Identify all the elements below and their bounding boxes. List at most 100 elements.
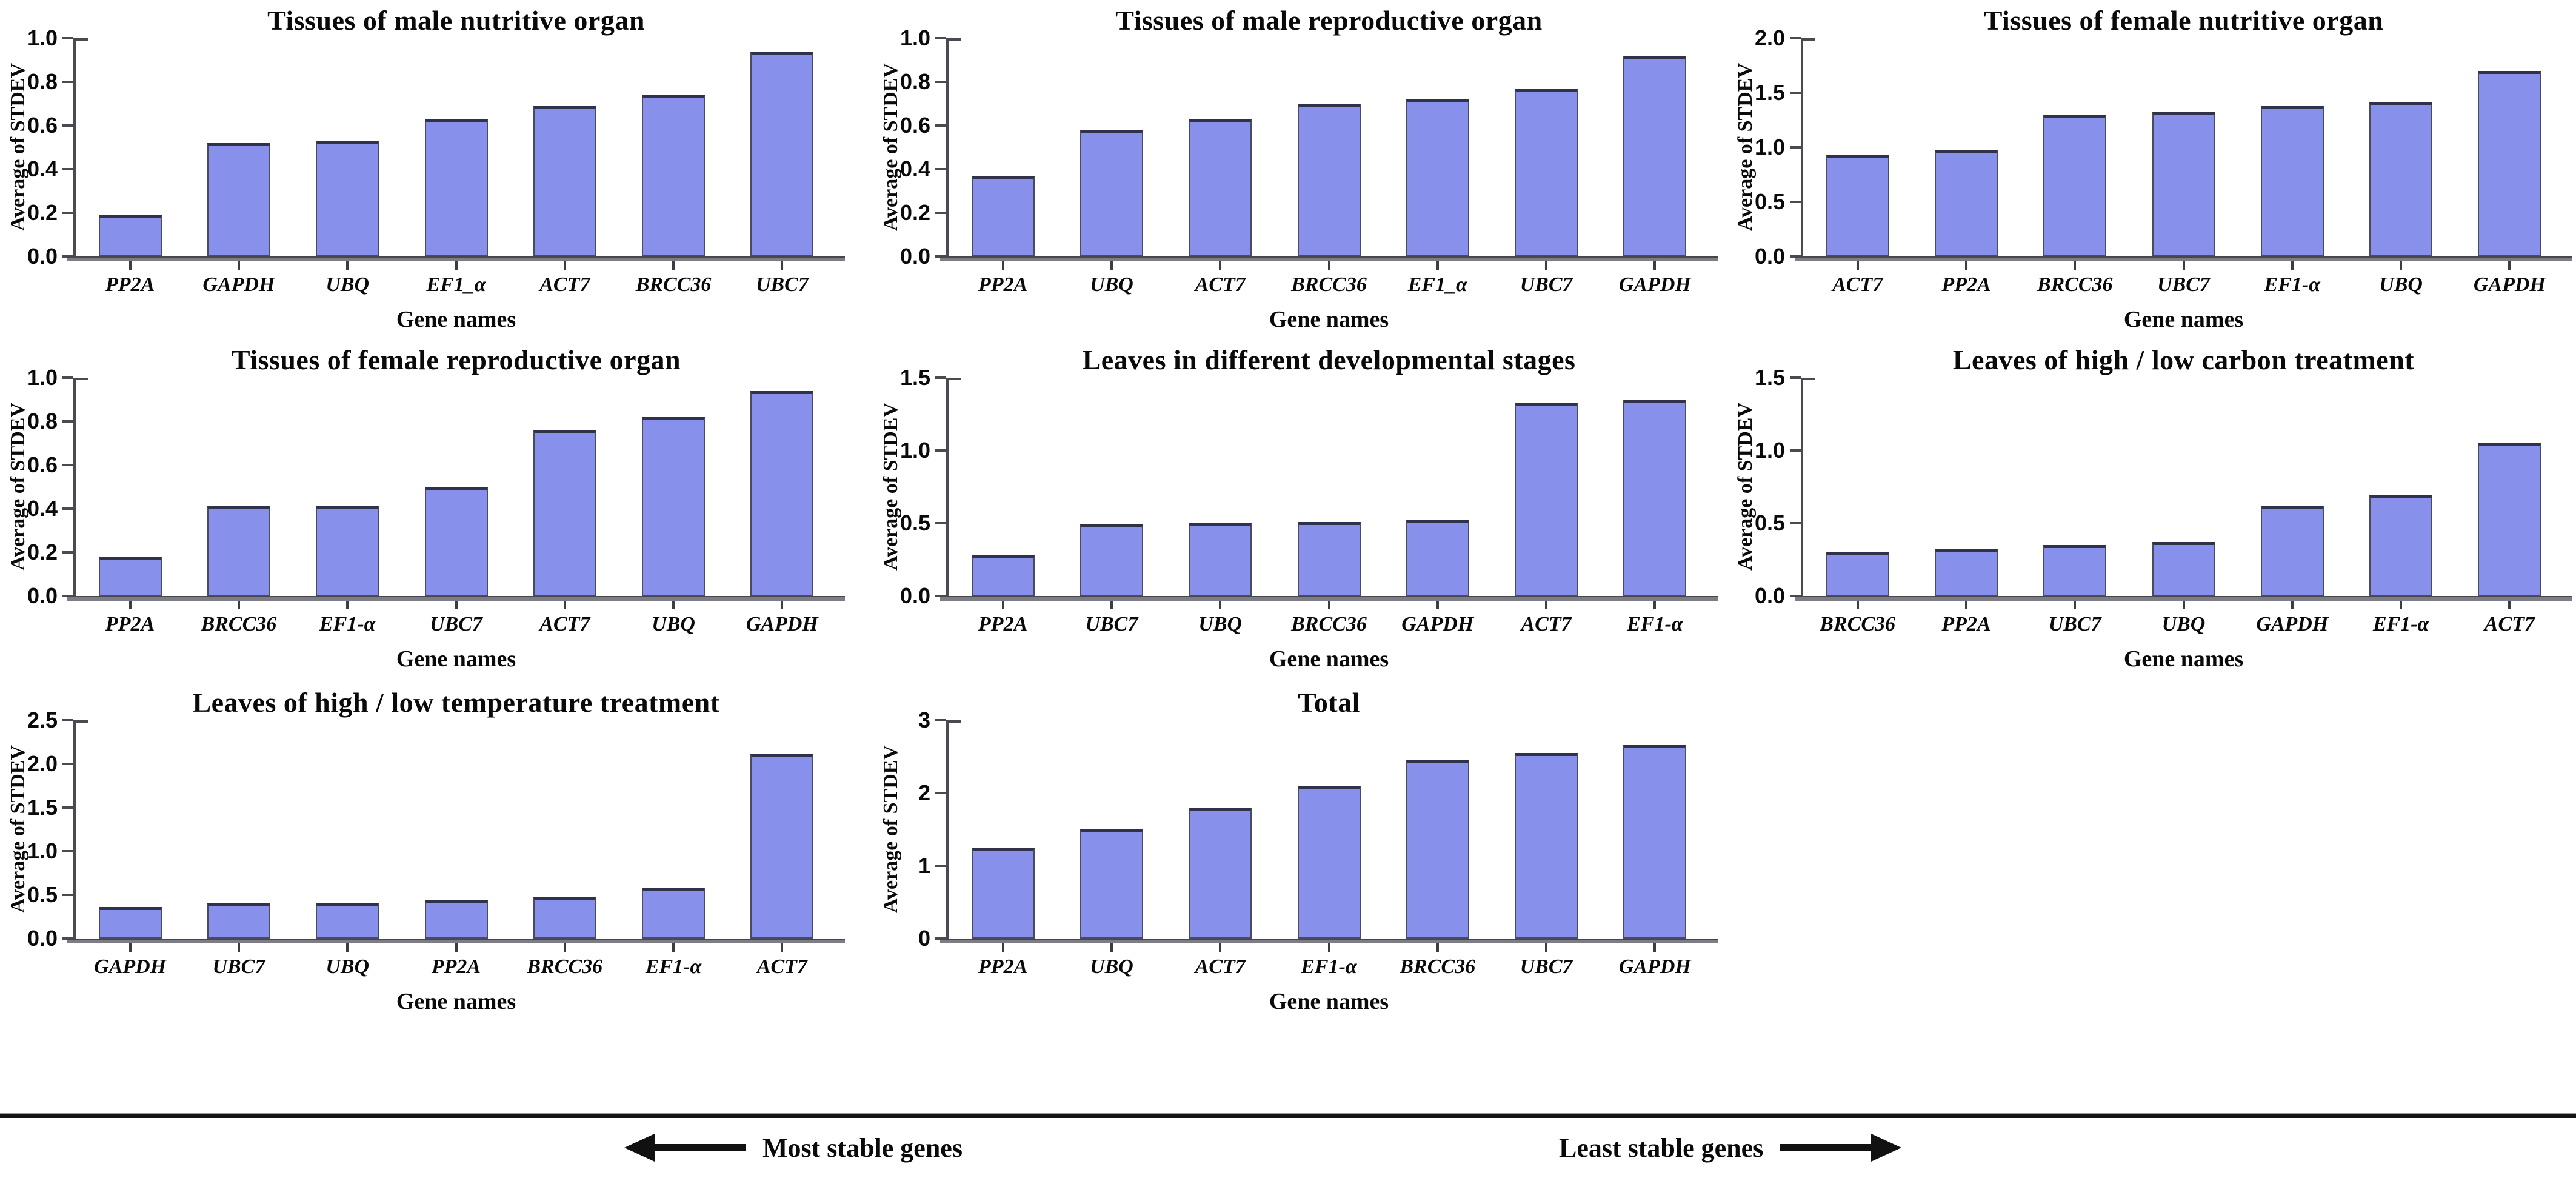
x-tick-mark (1856, 601, 1859, 609)
bar-GAPDH (1406, 520, 1469, 596)
y-tick-label: 0.4 (27, 496, 58, 521)
bar-ACT7 (750, 754, 813, 939)
y-tick-label: 3 (918, 708, 930, 732)
bar-UBQ (642, 417, 705, 596)
gene-label-EF1-α: EF1-α (2372, 613, 2429, 635)
bar-UBC7 (1515, 753, 1578, 939)
bar-ACT7 (1515, 403, 1578, 596)
y-tick-mark (935, 792, 946, 794)
x-tick-mark (1219, 943, 1222, 952)
y-axis-spine (1801, 38, 1803, 256)
y-tick-label: 1.0 (1754, 135, 1785, 159)
x-tick-mark (1219, 261, 1222, 270)
bar-UBC7 (1080, 524, 1143, 596)
gene-label-EF1-α: EF1-α (1627, 613, 1683, 635)
bar-UBC7 (750, 52, 813, 256)
x-tick-mark (455, 261, 458, 270)
x-tick-mark (1110, 601, 1113, 609)
x-tick-mark (2400, 601, 2403, 609)
y-tick-mark (62, 806, 73, 809)
x-tick-mark (2074, 261, 2077, 270)
x-tick-mark (2074, 601, 2077, 609)
y-axis-top-hook (76, 378, 88, 380)
bar-BRCC36 (533, 897, 596, 939)
y-axis-top-hook (76, 720, 88, 723)
gene-label-ACT7: ACT7 (756, 955, 807, 978)
bar-UBC7 (425, 487, 488, 596)
plot-area (949, 720, 1709, 939)
bar-GAPDH (750, 391, 813, 596)
y-axis-label: Average of STDEV (879, 403, 902, 571)
x-tick-mark (1856, 261, 1859, 270)
y-tick-mark (935, 376, 946, 379)
bar-BRCC36 (207, 506, 270, 596)
chart-title: Leaves of high / low temperature treatme… (192, 687, 720, 718)
gene-label-BRCC36: BRCC36 (1820, 613, 1895, 635)
chart-panel-1: Tissues of male nutritive organ Average o… (0, 5, 849, 341)
x-tick-mark (455, 943, 458, 952)
y-tick-label: 1.5 (1754, 80, 1785, 105)
gene-label-UBQ: UBQ (652, 613, 695, 635)
gene-label-UBQ: UBQ (325, 273, 370, 296)
x-tick-mark (1327, 261, 1330, 270)
gene-label-ACT7: ACT7 (1832, 273, 1883, 296)
x-tick-mark (672, 601, 675, 609)
y-tick-mark (935, 212, 946, 214)
y-tick-label: 1 (918, 853, 930, 878)
x-tick-mark (237, 943, 240, 952)
bar-ACT7 (533, 106, 596, 256)
gene-label-ACT7: ACT7 (1195, 273, 1246, 296)
gene-label-UBQ: UBQ (1090, 273, 1133, 296)
x-axis-label: Gene names (396, 646, 516, 672)
gene-label-UBC7: UBC7 (1520, 955, 1573, 978)
x-tick-mark (128, 601, 132, 609)
x-tick-mark (672, 943, 675, 952)
plot-area (1803, 38, 2564, 256)
x-tick-mark (563, 943, 566, 952)
x-tick-mark (1436, 261, 1439, 270)
bar-GAPDH (1623, 745, 1686, 939)
y-axis-spine (946, 38, 949, 256)
gene-label-GAPDH: GAPDH (1618, 273, 1691, 296)
gene-label-ACT7: ACT7 (539, 273, 590, 296)
gene-label-EF1-α: EF1-α (1301, 955, 1357, 978)
x-tick-mark (1436, 601, 1439, 609)
bar-EF1-α (1298, 786, 1361, 939)
y-tick-mark (62, 894, 73, 896)
gene-label-BRCC36: BRCC36 (1400, 955, 1476, 978)
y-tick-label: 0.6 (899, 113, 930, 138)
y-tick-mark (62, 37, 73, 39)
y-tick-mark (935, 865, 946, 867)
y-tick-label: 1.5 (27, 795, 58, 820)
gene-label-BRCC36: BRCC36 (2037, 273, 2113, 296)
x-axis-baseline (940, 256, 1718, 261)
y-tick-label: 0 (918, 926, 930, 951)
y-axis-top-hook (949, 378, 961, 380)
bar-PP2A (99, 557, 162, 596)
left-arrow-icon (624, 1134, 746, 1162)
x-tick-mark (1001, 601, 1004, 609)
x-tick-mark (1964, 261, 1967, 270)
y-tick-label: 2.0 (1754, 25, 1785, 50)
x-tick-mark (1110, 261, 1113, 270)
gene-label-PP2A: PP2A (978, 613, 1028, 635)
least-stable-annotation: Least stable genes (1559, 1126, 1902, 1169)
y-tick-label: 0.2 (27, 200, 58, 225)
chart-title: Total (1297, 687, 1361, 718)
gene-label-UBC7: UBC7 (2048, 613, 2101, 635)
x-tick-mark (2508, 601, 2511, 609)
bar-GAPDH (2261, 506, 2324, 596)
x-axis-baseline (67, 596, 845, 601)
bar-BRCC36 (1826, 552, 1889, 596)
y-tick-label: 0.0 (899, 583, 930, 608)
y-tick-mark (62, 507, 73, 510)
x-axis-label: Gene names (1269, 646, 1389, 672)
chart-panel-3: Tissues of female nutritive organ Average… (1727, 5, 2576, 341)
y-tick-label: 1.0 (27, 838, 58, 863)
y-tick-label: 0.0 (899, 244, 930, 269)
bar-UBC7 (207, 903, 270, 939)
bar-UBQ (1080, 130, 1143, 256)
y-tick-mark (935, 449, 946, 452)
gene-label-UBQ: UBQ (325, 955, 370, 978)
